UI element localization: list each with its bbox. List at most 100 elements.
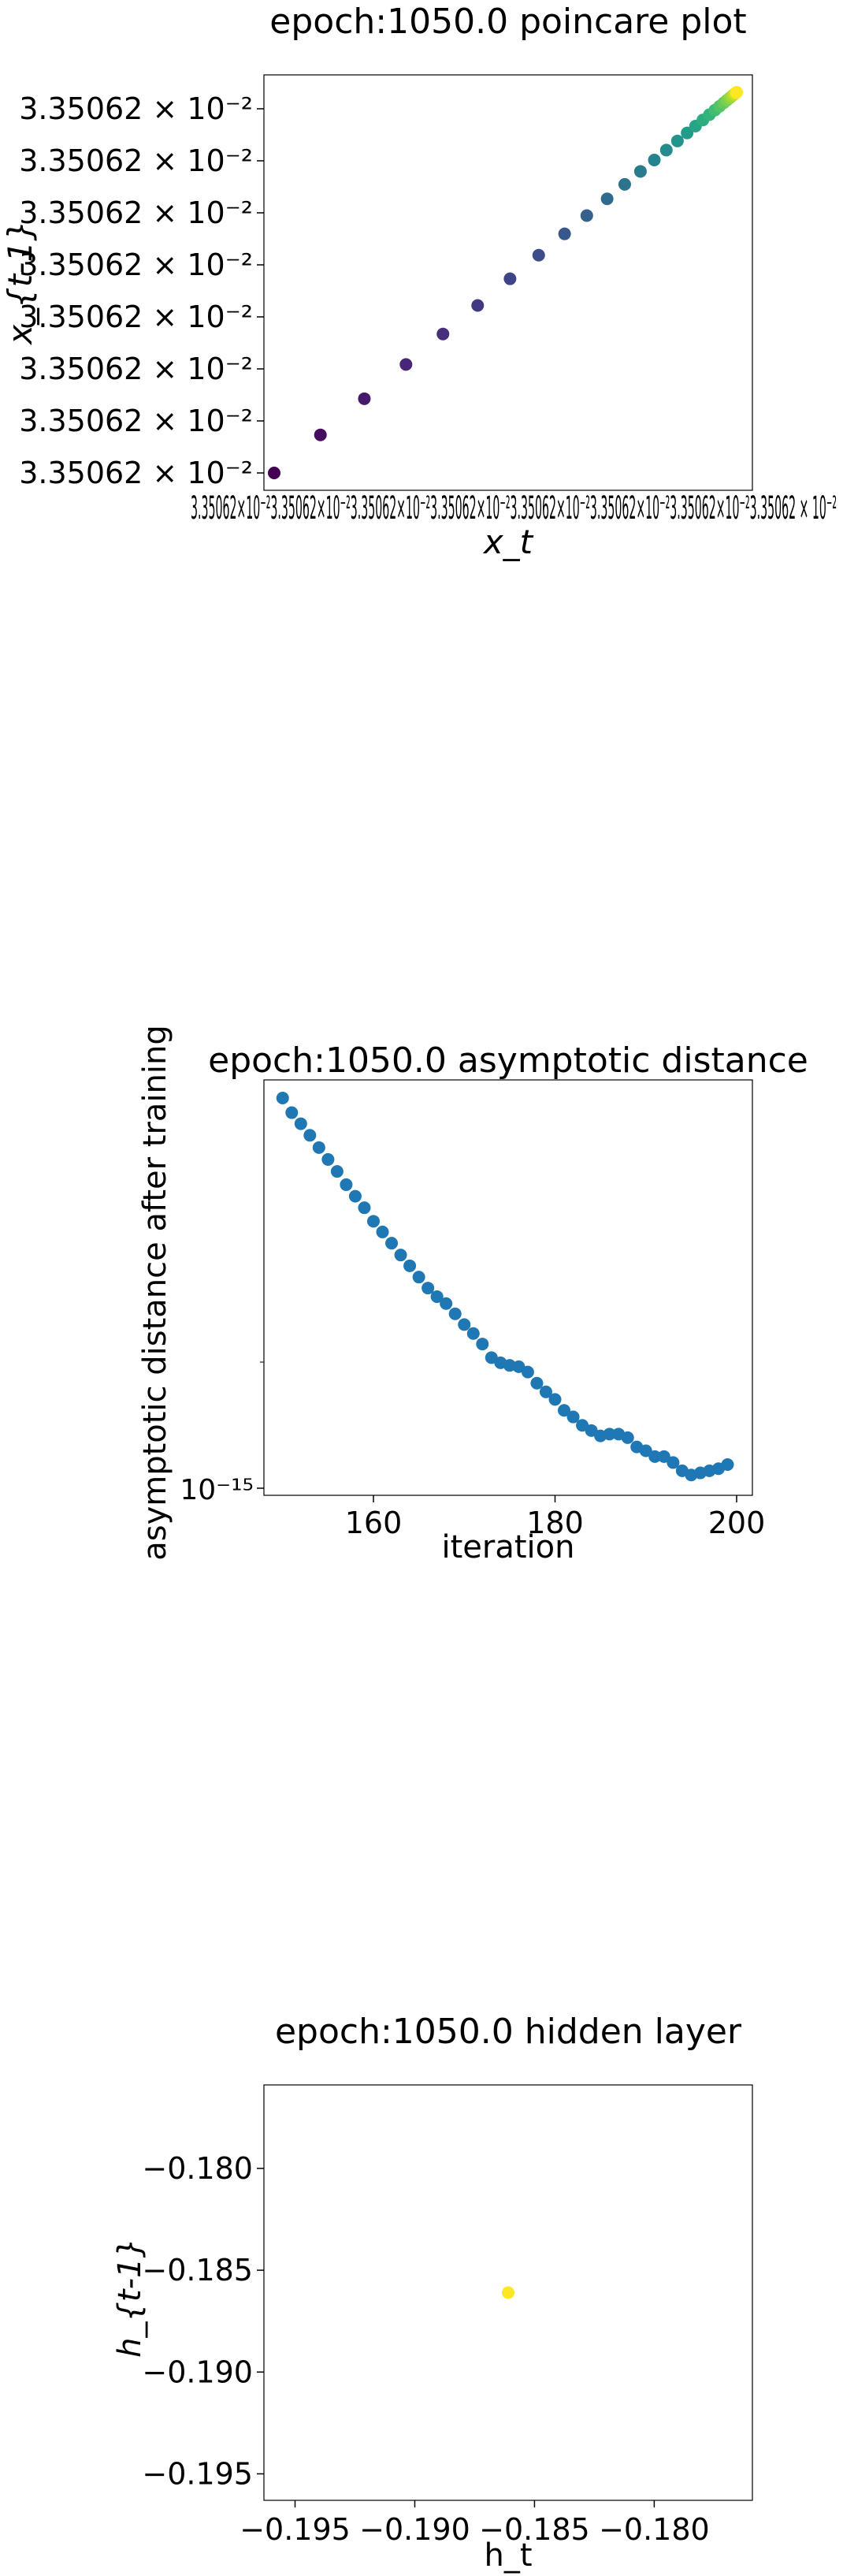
- asymptotic-point: [330, 1165, 344, 1178]
- hidden-title: epoch:1050.0 hidden layer: [275, 2012, 742, 2052]
- poincare-chart: epoch:1050.0 poincare plot 3.35062 × 10⁻…: [1, 2, 837, 561]
- hidden-points: [502, 2286, 514, 2299]
- poincare-ytick-label: 3.35062 × 10⁻²: [19, 300, 253, 334]
- asymptotic-xtick-label: 160: [345, 1506, 403, 1540]
- asymptotic-point: [721, 1458, 734, 1472]
- asymptotic-point: [440, 1297, 453, 1310]
- poincare-point: [314, 428, 327, 441]
- poincare-plot-area: [263, 74, 753, 491]
- asymptotic-point: [303, 1129, 317, 1142]
- asymptotic-point: [639, 1444, 652, 1457]
- poincare-point: [532, 248, 545, 262]
- hidden-plot-area: [263, 2084, 753, 2501]
- poincare-point: [659, 143, 673, 157]
- poincare-point: [681, 126, 694, 140]
- poincare-ytick-label: 3.35062 × 10⁻²: [19, 456, 253, 490]
- asymptotic-point: [312, 1141, 325, 1154]
- poincare-point: [503, 272, 517, 285]
- asymptotic-point: [276, 1092, 289, 1104]
- poincare-xlabel: x_t: [482, 523, 534, 561]
- asymptotic-point: [340, 1178, 353, 1191]
- hidden-xlabel: h_t: [484, 2537, 532, 2574]
- asymptotic-point: [422, 1282, 435, 1295]
- asymptotic-point: [403, 1259, 417, 1272]
- poincare-point: [618, 177, 631, 191]
- asymptotic-point: [512, 1360, 525, 1373]
- asymptotic-point: [285, 1106, 299, 1119]
- hidden-xtick-label: −0.185: [479, 2512, 590, 2547]
- asymptotic-points: [276, 1092, 734, 1482]
- poincare-points: [268, 86, 743, 479]
- hidden-ytick-label: −0.190: [142, 2355, 253, 2389]
- poincare-point: [268, 467, 280, 479]
- asymptotic-point: [548, 1393, 562, 1406]
- asymptotic-point: [466, 1327, 480, 1340]
- asymptotic-point: [657, 1450, 670, 1463]
- asymptotic-point: [321, 1152, 335, 1166]
- asymptotic-point: [367, 1215, 380, 1228]
- poincare-point: [730, 86, 743, 99]
- asymptotic-xtick-label: 200: [708, 1506, 766, 1540]
- asymptotic-point: [458, 1318, 471, 1331]
- poincare-point: [471, 299, 485, 312]
- hidden-ylabel: h_{t-1}: [112, 2238, 148, 2358]
- poincare-point: [436, 327, 450, 341]
- poincare-ylabel: x_{t-1}: [1, 220, 39, 346]
- asymptotic-point: [358, 1201, 371, 1215]
- asymptotic-point: [430, 1290, 444, 1303]
- asymptotic-point: [539, 1385, 552, 1398]
- asymptotic-x-ticks: 160 180 200: [260, 1361, 766, 1540]
- hidden-xtick-label: −0.190: [359, 2512, 470, 2547]
- poincare-ytick-label: 3.35062 × 10⁻²: [19, 248, 253, 282]
- hidden-xtick-label: −0.180: [599, 2512, 710, 2547]
- hidden-xtick-label: −0.195: [240, 2512, 351, 2547]
- poincare-point: [358, 392, 371, 405]
- asymptotic-point: [603, 1428, 616, 1441]
- hidden-x-ticks: −0.195 −0.190 −0.185 −0.180: [240, 2500, 710, 2547]
- asymptotic-point: [448, 1307, 462, 1320]
- asymptotic-point: [476, 1338, 489, 1351]
- hidden-point: [502, 2286, 514, 2299]
- asymptotic-plot-area: [263, 1079, 753, 1496]
- asymptotic-point: [621, 1431, 634, 1444]
- poincare-ytick-label: 3.35062 × 10⁻²: [19, 404, 253, 438]
- asymptotic-title: epoch:1050.0 asymptotic distance: [208, 1040, 808, 1081]
- poincare-point: [600, 192, 614, 206]
- asymptotic-point: [294, 1117, 307, 1130]
- asymptotic-point: [558, 1404, 571, 1417]
- poincare-point: [633, 165, 647, 178]
- asymptotic-xtick-label: 180: [526, 1506, 584, 1540]
- asymptotic-point: [585, 1424, 598, 1437]
- asymptotic-point: [566, 1410, 580, 1424]
- asymptotic-chart: epoch:1050.0 asymptotic distance 160 180 2…: [137, 1025, 808, 1565]
- poincare-ytick-label: 3.35062 × 10⁻²: [19, 352, 253, 386]
- poincare-ytick-label: 3.35062 × 10⁻²: [19, 143, 253, 178]
- asymptotic-point: [385, 1237, 399, 1250]
- hidden-ytick-label: −0.180: [142, 2151, 253, 2186]
- asymptotic-point: [348, 1189, 362, 1203]
- poincare-x-ticklabels: 3.35062×10⁻²3.35062×10⁻²3.35062×10⁻²3.35…: [191, 490, 837, 527]
- asymptotic-point: [521, 1365, 534, 1379]
- asymptotic-point: [412, 1271, 425, 1284]
- hidden-layer-chart: epoch:1050.0 hidden layer −0.195 −0.190 −0…: [112, 2012, 753, 2574]
- poincare-point: [580, 209, 593, 222]
- asymptotic-point: [530, 1376, 544, 1390]
- poincare-point: [399, 358, 413, 371]
- asymptotic-ytick-label: 10⁻¹⁵: [180, 1474, 254, 1506]
- poincare-ytick-label: 3.35062 × 10⁻²: [19, 91, 253, 126]
- asymptotic-point: [394, 1249, 407, 1262]
- asymptotic-xlabel: iteration: [442, 1529, 575, 1565]
- poincare-ytick-label: 3.35062 × 10⁻²: [19, 195, 253, 230]
- poincare-y-ticks: 3.35062 × 10⁻² 3.35062 × 10⁻² 3.35062 × 10…: [19, 91, 264, 490]
- asymptotic-ylabel: asymptotic distance after training: [137, 1025, 173, 1561]
- poincare-title: epoch:1050.0 poincare plot: [269, 2, 746, 42]
- poincare-point: [558, 227, 571, 240]
- asymptotic-point: [667, 1456, 680, 1469]
- poincare-point: [648, 153, 661, 166]
- hidden-ytick-label: −0.195: [142, 2456, 253, 2491]
- asymptotic-point: [648, 1450, 662, 1463]
- hidden-ytick-label: −0.185: [142, 2253, 253, 2288]
- poincare-point: [670, 134, 684, 147]
- asymptotic-point: [376, 1225, 389, 1238]
